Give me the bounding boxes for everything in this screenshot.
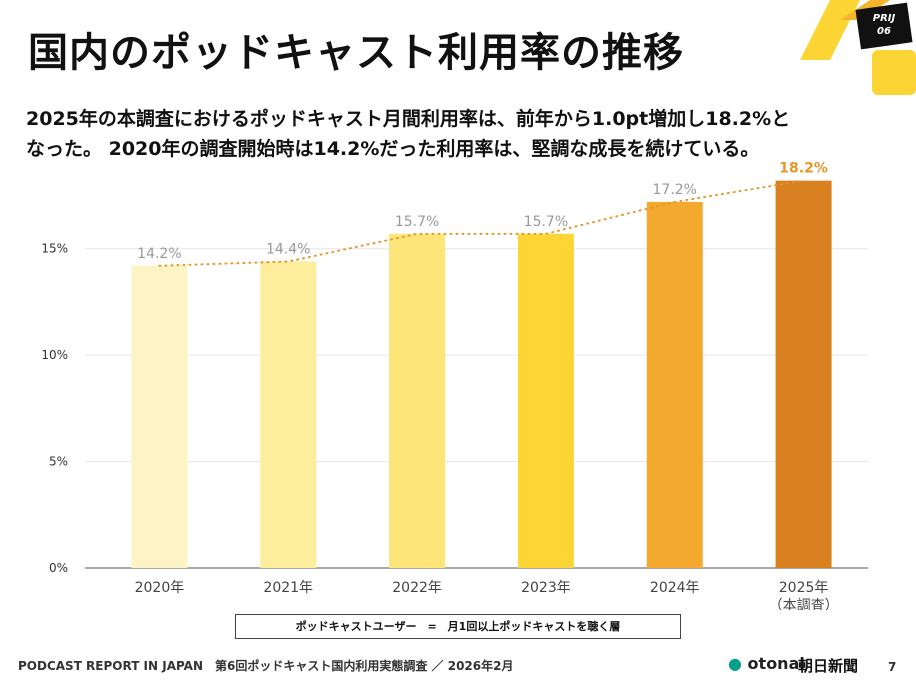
- value-label: 15.7%: [524, 214, 568, 230]
- subtitle: なった。 2020年の調査開始時は14.2%だった利用率は、堅調な成長を続けてい…: [26, 138, 760, 160]
- logo: ● otonal: [728, 654, 805, 673]
- page-number: 7: [888, 660, 897, 674]
- x-tick-label: 2024年: [650, 580, 700, 596]
- y-tick-label: 15%: [41, 242, 68, 256]
- deco-hand: [872, 50, 916, 95]
- subtitle: 2025年の本調査におけるポッドキャスト月間利用率は、前年から1.0pt増加し1…: [26, 108, 791, 130]
- chart: 0% 5% 10% 15% 14.2% 2020年 14.4% 2021年 15.7% 2022年…: [41, 161, 868, 610]
- badge-text: 06: [877, 26, 891, 37]
- logo: 朝日新聞: [798, 657, 859, 675]
- deco-stripe: [800, 0, 860, 60]
- value-label: 14.4%: [266, 242, 310, 258]
- badge: [855, 2, 913, 50]
- bar: [260, 261, 317, 568]
- y-tick-label: 0%: [49, 561, 68, 575]
- bar: [646, 201, 703, 568]
- footer: PODCAST REPORT IN JAPAN 第6回ポッドキャスト国内利用実態…: [18, 659, 514, 673]
- x-tick-label: 2022年: [392, 580, 442, 596]
- bar: [389, 233, 446, 568]
- bar: [517, 233, 574, 568]
- logo-text: otonal: [747, 654, 805, 673]
- x-tick-label: 2023年: [521, 580, 571, 596]
- value-label: 15.7%: [395, 214, 439, 230]
- bar: [775, 180, 832, 568]
- bar: [131, 265, 188, 568]
- y-tick-label: 10%: [41, 348, 68, 362]
- y-tick-label: 5%: [49, 455, 68, 469]
- value-label: 14.2%: [137, 246, 181, 262]
- trend-line: [158, 179, 805, 267]
- legend-note: ポッドキャストユーザー = 月1回以上ポッドキャストを聴く層: [235, 614, 681, 639]
- value-label: 18.2%: [779, 161, 828, 177]
- x-tick-label: 2021年: [263, 580, 313, 596]
- x-tick-label: 2020年: [135, 580, 185, 596]
- title: 国内のポッドキャスト利用率の推移: [28, 30, 684, 76]
- value-label: 17.2%: [653, 182, 697, 198]
- badge-text: PRIJ: [873, 13, 896, 24]
- x-tick-label: 2025年（本調査）: [769, 580, 839, 610]
